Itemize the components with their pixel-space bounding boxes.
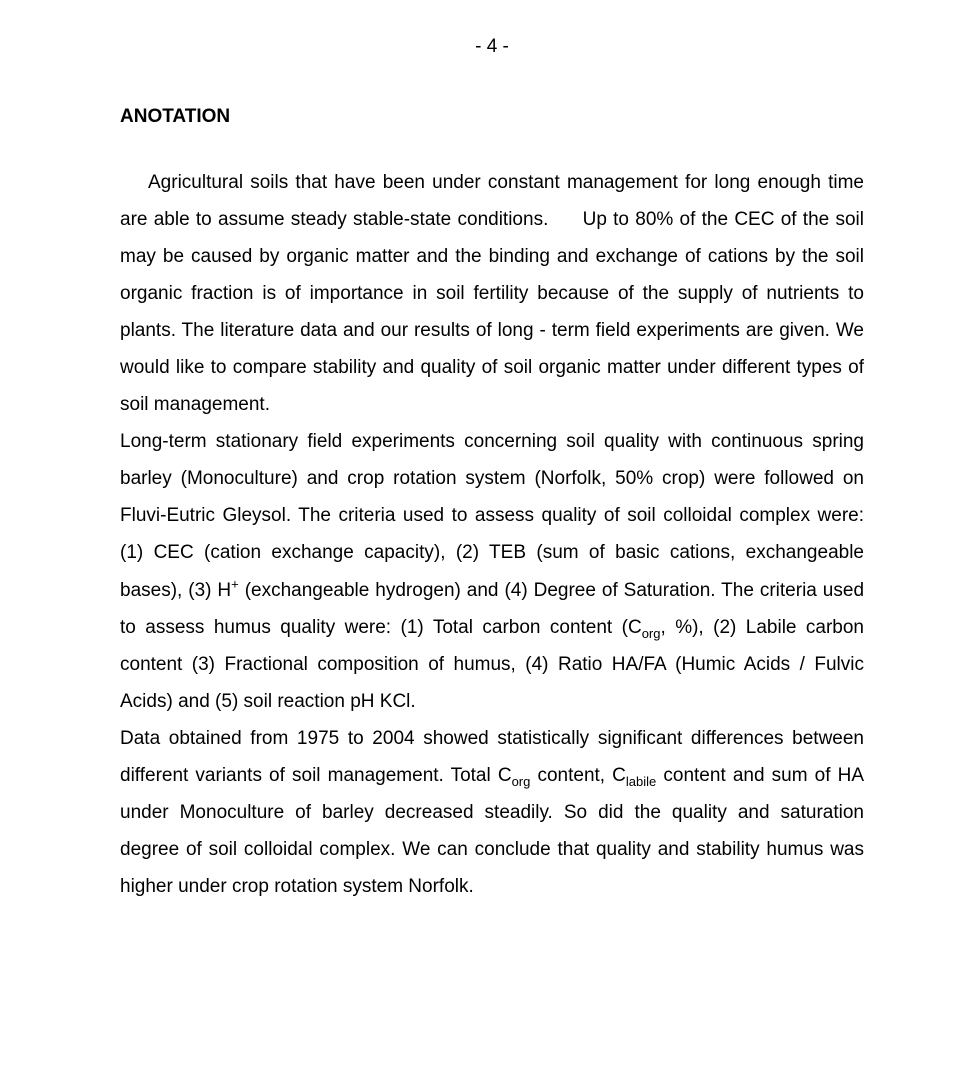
subscript-labile: labile bbox=[626, 774, 656, 789]
subscript-org: org bbox=[642, 625, 661, 640]
section-heading: ANOTATION bbox=[120, 106, 864, 128]
page: - 4 - ANOTATION Agricultural soils that … bbox=[0, 0, 960, 1089]
body-text: Agricultural soils that have been under … bbox=[120, 164, 864, 905]
paragraph-3b: content, C bbox=[530, 765, 626, 786]
superscript-plus: + bbox=[231, 576, 239, 591]
page-number: - 4 - bbox=[120, 36, 864, 58]
paragraph-1b: Up to 80% of the CEC of the soil may be … bbox=[120, 209, 864, 415]
subscript-org: org bbox=[512, 774, 531, 789]
